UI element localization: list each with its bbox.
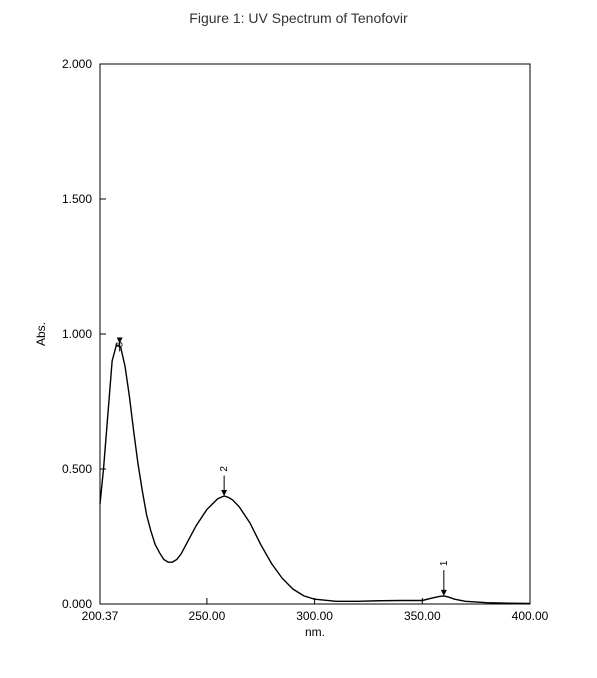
y-axis-title: Abs. (34, 322, 48, 346)
peak-arrowhead (441, 590, 447, 596)
x-tick-label: 250.00 (189, 609, 226, 623)
uv-spectrum-chart: 0.0000.5001.0001.5002.000200.37250.00300… (0, 34, 597, 674)
peak-label: 1 (439, 560, 450, 566)
plot-border (100, 64, 530, 604)
y-tick-label: 2.000 (62, 57, 92, 71)
peak-label: 2 (219, 466, 230, 472)
y-tick-label: 1.000 (62, 327, 92, 341)
x-tick-label: 200.37 (82, 609, 119, 623)
y-tick-label: 1.500 (62, 192, 92, 206)
peak-arrowhead (221, 490, 227, 496)
x-tick-label: 350.00 (404, 609, 441, 623)
peak-label: 3 (115, 341, 126, 347)
chart-svg: 0.0000.5001.0001.5002.000200.37250.00300… (0, 34, 597, 654)
y-tick-label: 0.500 (62, 462, 92, 476)
x-axis-title: nm. (305, 625, 325, 639)
spectrum-line (100, 345, 530, 604)
x-tick-label: 300.00 (296, 609, 333, 623)
figure-caption: Figure 1: UV Spectrum of Tenofovir (0, 0, 597, 34)
x-tick-label: 400.00 (512, 609, 549, 623)
